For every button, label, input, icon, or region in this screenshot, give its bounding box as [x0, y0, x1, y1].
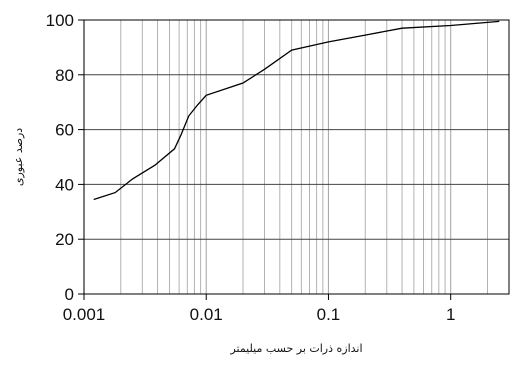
- y-tick-label: 60: [55, 121, 74, 140]
- x-tick-label: 0.1: [317, 305, 341, 324]
- x-axis-title: اندازه ذرات بر حسب میلیمتر: [229, 342, 362, 355]
- y-axis-title: درصد عبوری: [12, 128, 25, 186]
- y-tick-label: 100: [46, 11, 74, 30]
- y-axis-ticks: 0 20 40 60 80 100: [46, 11, 84, 304]
- x-axis-ticks: 0.001 0.01 0.1 1: [63, 294, 455, 324]
- y-tick-label: 40: [55, 175, 74, 194]
- y-tick-label: 80: [55, 66, 74, 85]
- y-tick-label: 20: [55, 230, 74, 249]
- grid-lines: [83, 19, 510, 295]
- y-tick-label: 0: [65, 285, 74, 304]
- x-tick-label: 1: [446, 305, 455, 324]
- series-line: [93, 20, 500, 201]
- plot-area-frame: [83, 19, 510, 295]
- x-tick-label: 0.01: [190, 305, 223, 324]
- x-tick-label: 0.001: [63, 305, 106, 324]
